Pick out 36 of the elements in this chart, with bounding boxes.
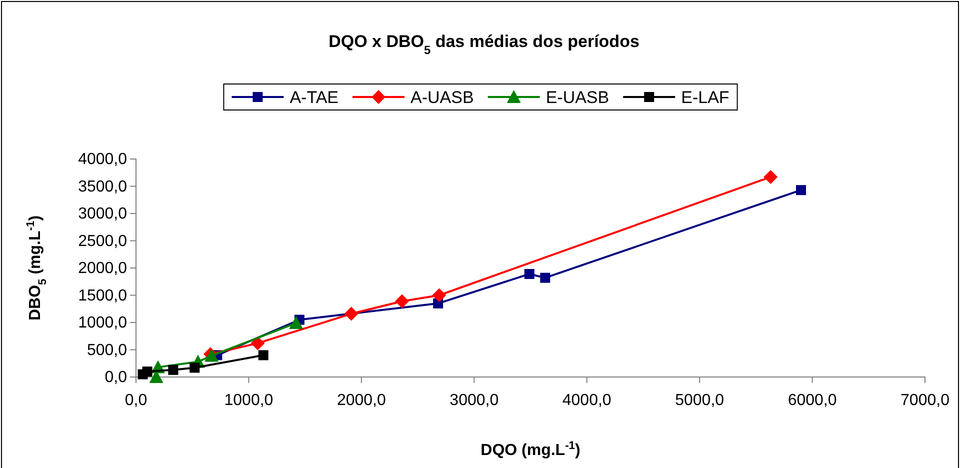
- legend-label: E-UASB: [546, 88, 610, 107]
- point: [432, 288, 446, 302]
- y-tick-label: 2500,0: [78, 232, 128, 250]
- x-tick-label: 4000,0: [562, 392, 612, 410]
- x-tick-label: 2000,0: [336, 392, 386, 410]
- y-tick-label: 500,0: [86, 342, 128, 359]
- legend-label: A-TAE: [290, 88, 339, 107]
- point: [289, 316, 304, 330]
- point: [540, 272, 550, 283]
- chart-title: DQO x DBO$_{5}$ das médias dos períodos: [328, 32, 640, 57]
- x-tick-label: 7000,0: [900, 392, 950, 410]
- point: [190, 362, 200, 373]
- x-tick-label: 1000,0: [224, 392, 274, 410]
- x-tick-label: 5000,0: [675, 392, 724, 410]
- x-tick-label: 0,0: [124, 392, 148, 410]
- x-tick-label: 3000,0: [450, 392, 499, 410]
- y-tick-label: 1000,0: [78, 314, 128, 332]
- x-axis-title: DQO (mg.L$^{-1}$): [480, 440, 580, 459]
- point: [168, 364, 178, 375]
- y-tick-label: 1500,0: [78, 287, 128, 304]
- point: [796, 185, 806, 196]
- legend-label: A-UASB: [410, 88, 474, 107]
- point: [258, 350, 268, 360]
- legend-label: E-LAF: [681, 88, 730, 107]
- point: [142, 366, 152, 377]
- point: [395, 294, 410, 308]
- point: [764, 170, 778, 184]
- y-tick-label: 3000,0: [78, 206, 128, 223]
- point: [344, 306, 358, 321]
- y-tick-label: 4000,0: [78, 151, 128, 168]
- y-tick-label: 2000,0: [78, 260, 128, 278]
- x-tick-label: 6000,0: [788, 392, 837, 410]
- point: [250, 336, 265, 350]
- point: [524, 268, 534, 279]
- y-tick-label: 3500,0: [78, 178, 128, 196]
- y-tick-label: 0,0: [104, 369, 128, 386]
